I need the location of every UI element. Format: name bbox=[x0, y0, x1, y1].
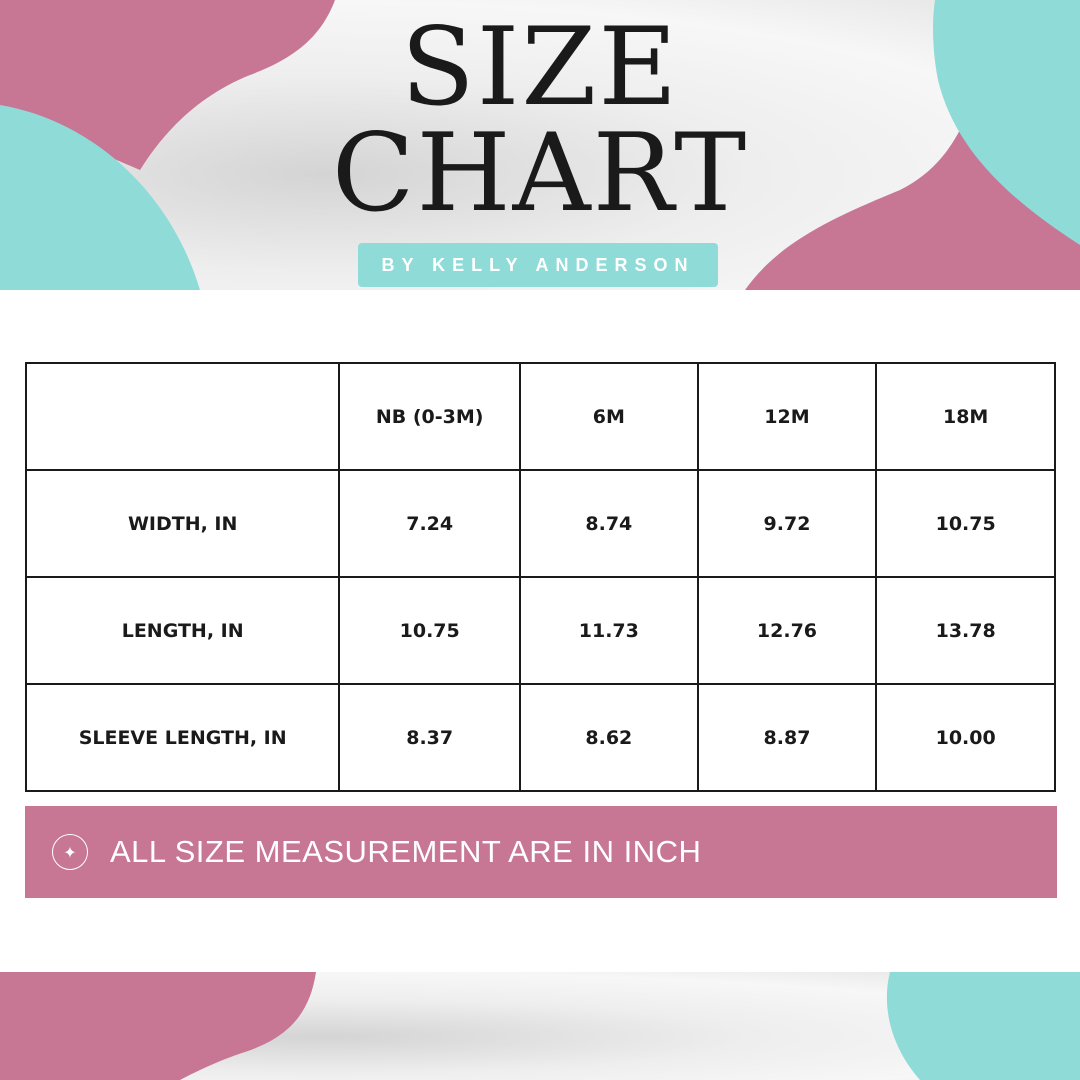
header-banner: SIZE CHART BY KELLY ANDERSON bbox=[0, 0, 1080, 290]
row-label: WIDTH, IN bbox=[24, 469, 341, 578]
title-line-1: SIZE bbox=[400, 5, 680, 130]
footer-banner bbox=[0, 972, 1080, 1080]
table-cell: 8.37 bbox=[338, 683, 521, 792]
table-cell: 10.75 bbox=[875, 469, 1056, 578]
table-header-row: NB (0-3M) 6M 12M 18M bbox=[24, 362, 1056, 471]
table-cell: 7.24 bbox=[338, 469, 521, 578]
header-cell: NB (0-3M) bbox=[338, 362, 521, 471]
table-cell: 10.00 bbox=[875, 683, 1056, 792]
size-table: NB (0-3M) 6M 12M 18M WIDTH, IN 7.24 8.74… bbox=[24, 362, 1056, 792]
sparkle-icon: ✦ bbox=[52, 834, 88, 870]
row-label: SLEEVE LENGTH, IN bbox=[24, 683, 341, 792]
decorative-shapes bbox=[0, 0, 1080, 290]
header-cell: 18M bbox=[875, 362, 1056, 471]
table-cell: 8.87 bbox=[696, 683, 878, 792]
byline-badge: BY KELLY ANDERSON bbox=[358, 243, 718, 287]
table-cell: 10.75 bbox=[338, 576, 521, 685]
table-cell: 12.76 bbox=[696, 576, 878, 685]
table-row: LENGTH, IN 10.75 11.73 12.76 13.78 bbox=[24, 576, 1056, 685]
table-cell: 8.62 bbox=[519, 683, 699, 792]
title-line-2: CHART bbox=[331, 111, 749, 236]
decorative-shapes bbox=[0, 972, 1080, 1080]
header-cell: 6M bbox=[519, 362, 699, 471]
table-row: SLEEVE LENGTH, IN 8.37 8.62 8.87 10.00 bbox=[24, 683, 1056, 792]
header-cell: 12M bbox=[696, 362, 878, 471]
note-text: ALL SIZE MEASUREMENT ARE IN INCH bbox=[110, 834, 702, 869]
table-cell: 11.73 bbox=[519, 576, 699, 685]
table-cell: 8.74 bbox=[519, 469, 699, 578]
row-label: LENGTH, IN bbox=[24, 576, 341, 685]
header-cell bbox=[24, 362, 341, 471]
table-cell: 13.78 bbox=[875, 576, 1056, 685]
table-cell: 9.72 bbox=[696, 469, 878, 578]
table-row: WIDTH, IN 7.24 8.74 9.72 10.75 bbox=[24, 469, 1056, 578]
measurement-note: ✦ ALL SIZE MEASUREMENT ARE IN INCH bbox=[25, 806, 1057, 898]
